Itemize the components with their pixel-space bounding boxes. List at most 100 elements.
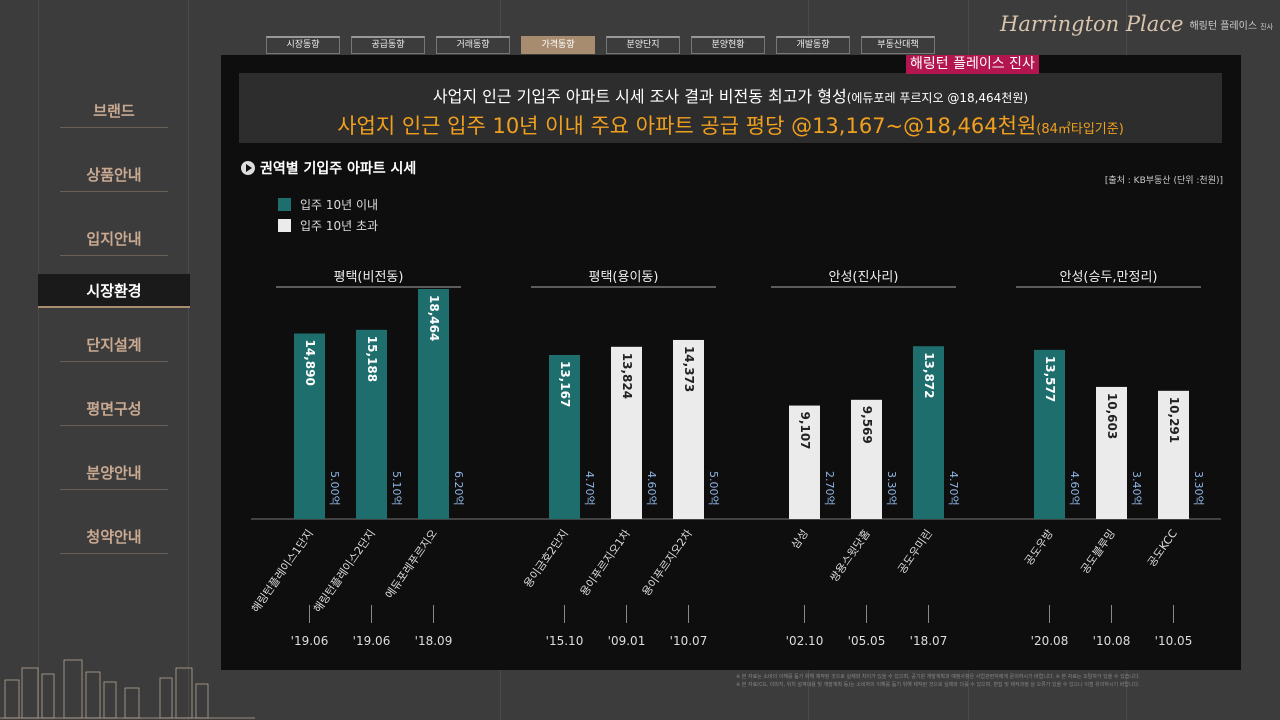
bar-name-label: 에듀포레푸르지오 bbox=[383, 527, 440, 601]
brand-korean-name: 해링턴 플레이스 진사 bbox=[1189, 20, 1274, 32]
sidebar-item-products[interactable]: 상품안내 bbox=[38, 142, 190, 206]
bar-name-label: 용이푸르지오2차 bbox=[640, 527, 695, 598]
bar bbox=[1034, 349, 1065, 519]
bar-year-label: '20.08 bbox=[1031, 634, 1069, 648]
bar-value-label: 13,872 bbox=[922, 352, 936, 398]
legend-label: 입주 10년 초과 bbox=[300, 219, 379, 233]
bar-name-label: 해링턴플레이스2단지 bbox=[310, 527, 378, 615]
section-title: 권역별 기입주 아파트 시세 bbox=[241, 158, 416, 178]
tab-price-trend[interactable]: 가격동향 bbox=[521, 36, 595, 54]
bar-value-label: 13,824 bbox=[620, 353, 634, 399]
sidebar-item-sale-info[interactable]: 분양안내 bbox=[38, 440, 190, 504]
bar-rate-label: 6.20억 bbox=[452, 471, 465, 506]
sidebar-item-floorplan[interactable]: 평면구성 bbox=[38, 376, 190, 440]
bar-year-label: '02.10 bbox=[786, 634, 824, 648]
bar-name-label: 공도우방 bbox=[1022, 527, 1056, 568]
tab-development[interactable]: 개발동향 bbox=[776, 36, 850, 54]
disclaimer-line: ※ 본 자료는 소비의 이해를 돕기 위해 제작된 것으로 실제와 차이가 있을… bbox=[736, 674, 1141, 680]
legend-item-within10: 입주 10년 이내 bbox=[278, 194, 378, 215]
bar-value-label: 13,167 bbox=[558, 361, 572, 407]
bar-rate-label: 5.00억 bbox=[707, 471, 720, 506]
section-title-text: 권역별 기입주 아파트 시세 bbox=[260, 161, 417, 177]
bar-value-label: 10,291 bbox=[1167, 397, 1181, 443]
legend-label: 입주 10년 이내 bbox=[300, 198, 379, 212]
bar-rate-label: 4.60억 bbox=[645, 471, 658, 506]
bar-year-label: '19.06 bbox=[353, 634, 391, 648]
disclaimer: ※ 본 자료는 소비의 이해를 돕기 위해 제작된 것으로 실제와 차이가 있을… bbox=[736, 673, 1280, 689]
disclaimer-line: ※ 본 자료(CG, 이미지, 위치 설계내용 및 개발계획 등)는 소비자의 … bbox=[736, 682, 1140, 688]
tab-sale-status[interactable]: 분양현황 bbox=[691, 36, 765, 54]
bar bbox=[294, 333, 325, 519]
bar-year-label: '19.06 bbox=[291, 634, 329, 648]
bar-rate-label: 3.30억 bbox=[1192, 471, 1205, 506]
bar-year-label: '10.07 bbox=[670, 634, 708, 648]
tab-sale-complex[interactable]: 분양단지 bbox=[606, 36, 680, 54]
group-label: 안성(진사리) bbox=[829, 270, 899, 285]
headline-line2: 사업지 인근 입주 10년 이내 주요 아파트 공급 평당 @13,167~@1… bbox=[337, 114, 1124, 138]
bar-value-label: 14,890 bbox=[303, 340, 317, 386]
bar-rate-label: 3.40억 bbox=[1130, 471, 1143, 506]
sidebar-item-design[interactable]: 단지설계 bbox=[38, 312, 190, 376]
bar bbox=[851, 399, 882, 519]
bar-value-label: 13,577 bbox=[1043, 356, 1057, 402]
bar-year-label: '10.08 bbox=[1093, 634, 1131, 648]
legend-swatch-white bbox=[278, 219, 291, 232]
bar-value-label: 15,188 bbox=[365, 336, 379, 382]
bar bbox=[356, 329, 387, 519]
bar bbox=[913, 346, 944, 519]
bar bbox=[418, 289, 449, 519]
bar bbox=[1158, 390, 1189, 519]
bar-rate-label: 4.70억 bbox=[947, 471, 960, 506]
panel-tag: 해링턴 플레이스 진사 bbox=[906, 55, 1039, 74]
main-panel: 사업지 인근 기입주 아파트 시세 조사 결과 비전동 최고가 형성(에듀포레 … bbox=[221, 55, 1241, 670]
top-tabs: 시장동향 공급동향 거래동향 가격동향 분양단지 분양현황 개발동향 부동산대책 bbox=[266, 36, 946, 54]
bar-name-label: 공도우미린 bbox=[895, 527, 935, 576]
tab-supply-trend[interactable]: 공급동향 bbox=[351, 36, 425, 54]
tab-trade-trend[interactable]: 거래동향 bbox=[436, 36, 510, 54]
bar bbox=[789, 405, 820, 519]
bar-year-label: '18.09 bbox=[415, 634, 453, 648]
bar-value-label: 18,464 bbox=[427, 295, 441, 341]
bar-value-label: 9,107 bbox=[798, 412, 812, 450]
brand-logo: Harrington Place 해링턴 플레이스 진사 bbox=[1000, 12, 1273, 36]
bar-rate-label: 4.60억 bbox=[1068, 471, 1081, 506]
bar-rate-label: 5.10억 bbox=[390, 471, 403, 506]
sidebar-item-market[interactable]: 시장환경 bbox=[38, 274, 190, 308]
bar-year-label: '15.10 bbox=[546, 634, 584, 648]
sidebar-nav: 브랜드 상품안내 입지안내 시장환경 단지설계 평면구성 분양안내 청약안내 bbox=[38, 78, 190, 568]
skyline-illustration bbox=[0, 659, 255, 719]
brand-script-logo: Harrington Place bbox=[1000, 12, 1184, 36]
bar-year-label: '18.07 bbox=[910, 634, 948, 648]
bar-name-label: 용이푸르지오1차 bbox=[578, 527, 633, 598]
bar-value-label: 14,373 bbox=[682, 346, 696, 392]
bar-name-label: 공도블루밍 bbox=[1078, 527, 1118, 576]
bar-year-label: '05.05 bbox=[848, 634, 886, 648]
bar-year-label: '09.01 bbox=[608, 634, 646, 648]
bar-rate-label: 2.70억 bbox=[823, 471, 836, 506]
bar-name-label: 용이금호2단지 bbox=[521, 527, 570, 590]
bar-rate-label: 5.00억 bbox=[328, 471, 341, 506]
sidebar-item-location[interactable]: 입지안내 bbox=[38, 206, 190, 270]
bar-year-label: '10.05 bbox=[1155, 634, 1193, 648]
bar bbox=[611, 346, 642, 519]
bar-name-label: 삼성 bbox=[789, 527, 811, 551]
sidebar-item-subscription[interactable]: 청약안내 bbox=[38, 504, 190, 568]
group-label: 평택(비전동) bbox=[334, 270, 404, 285]
bar-rate-label: 4.70억 bbox=[583, 471, 596, 506]
group-label: 평택(용이동) bbox=[589, 270, 659, 285]
play-icon bbox=[241, 161, 255, 175]
tab-policy[interactable]: 부동산대책 bbox=[861, 36, 935, 54]
legend-swatch-teal bbox=[278, 198, 291, 211]
chart-legend: 입주 10년 이내 입주 10년 초과 bbox=[278, 194, 378, 236]
bar-value-label: 10,603 bbox=[1105, 393, 1119, 439]
bar-rate-label: 3.30억 bbox=[885, 471, 898, 506]
sidebar-item-brand[interactable]: 브랜드 bbox=[38, 78, 190, 142]
tab-market-trend[interactable]: 시장동향 bbox=[266, 36, 340, 54]
bar bbox=[673, 339, 704, 519]
bar-name-label: 해링턴플레이스1단지 bbox=[248, 527, 316, 615]
headline-box: 사업지 인근 기입주 아파트 시세 조사 결과 비전동 최고가 형성(에듀포레 … bbox=[239, 73, 1222, 143]
headline-line1: 사업지 인근 기입주 아파트 시세 조사 결과 비전동 최고가 형성(에듀포레 … bbox=[432, 87, 1029, 106]
source-note: [출처 : KB부동산 (단위 :천원)] bbox=[1104, 176, 1223, 186]
bar bbox=[549, 354, 580, 519]
